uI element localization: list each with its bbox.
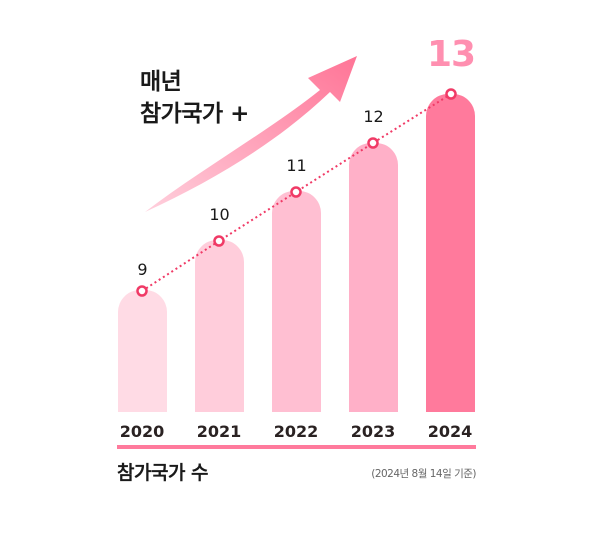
bar-2023 xyxy=(349,143,398,412)
year-label-2022: 2022 xyxy=(273,422,319,441)
bar-2020 xyxy=(118,290,167,412)
chart-footer-note: (2024년 8월 14일 기준) xyxy=(371,468,476,480)
year-label-2021: 2021 xyxy=(196,422,242,441)
headline: 매년 참가국가 + xyxy=(140,66,249,130)
year-label-2024: 2024 xyxy=(427,422,473,441)
x-axis-line xyxy=(117,445,476,449)
marker-2022 xyxy=(290,186,302,198)
bar-2021 xyxy=(195,240,244,412)
value-label-2022: 11 xyxy=(286,156,307,175)
bar-2024 xyxy=(426,94,475,412)
year-label-2023: 2023 xyxy=(350,422,396,441)
value-label-2023: 12 xyxy=(363,107,384,126)
value-label-2020: 9 xyxy=(137,260,148,279)
headline-line2: 참가국가 + xyxy=(140,101,249,127)
marker-2023 xyxy=(367,137,379,149)
highlight-value: 13 xyxy=(426,34,476,75)
headline-line1: 매년 xyxy=(140,69,182,95)
value-label-2021: 10 xyxy=(209,205,230,224)
marker-2024 xyxy=(445,88,457,100)
chart-footer-title: 참가국가 수 xyxy=(117,462,209,484)
marker-2020 xyxy=(136,285,148,297)
marker-2021 xyxy=(213,235,225,247)
year-label-2020: 2020 xyxy=(119,422,165,441)
bar-2022 xyxy=(272,191,321,412)
